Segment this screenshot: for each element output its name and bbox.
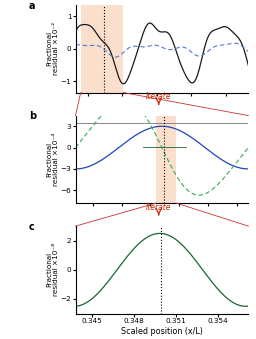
Bar	[156, 116, 176, 203]
X-axis label: Scaled position (x/L): Scaled position (x/L)	[121, 326, 203, 336]
Y-axis label: Fractional
residual ×10⁻²: Fractional residual ×10⁻²	[46, 22, 59, 75]
Y-axis label: Fractional
residual ×10⁻⁴: Fractional residual ×10⁻⁴	[46, 133, 59, 186]
Text: b: b	[29, 111, 36, 121]
Text: Iterate: Iterate	[146, 92, 172, 101]
Bar	[81, 5, 123, 93]
Text: a: a	[29, 1, 35, 11]
Text: c: c	[29, 222, 35, 232]
Y-axis label: Fractional
residual ×10⁻⁸: Fractional residual ×10⁻⁸	[46, 243, 59, 296]
Text: Iterate: Iterate	[146, 203, 172, 212]
